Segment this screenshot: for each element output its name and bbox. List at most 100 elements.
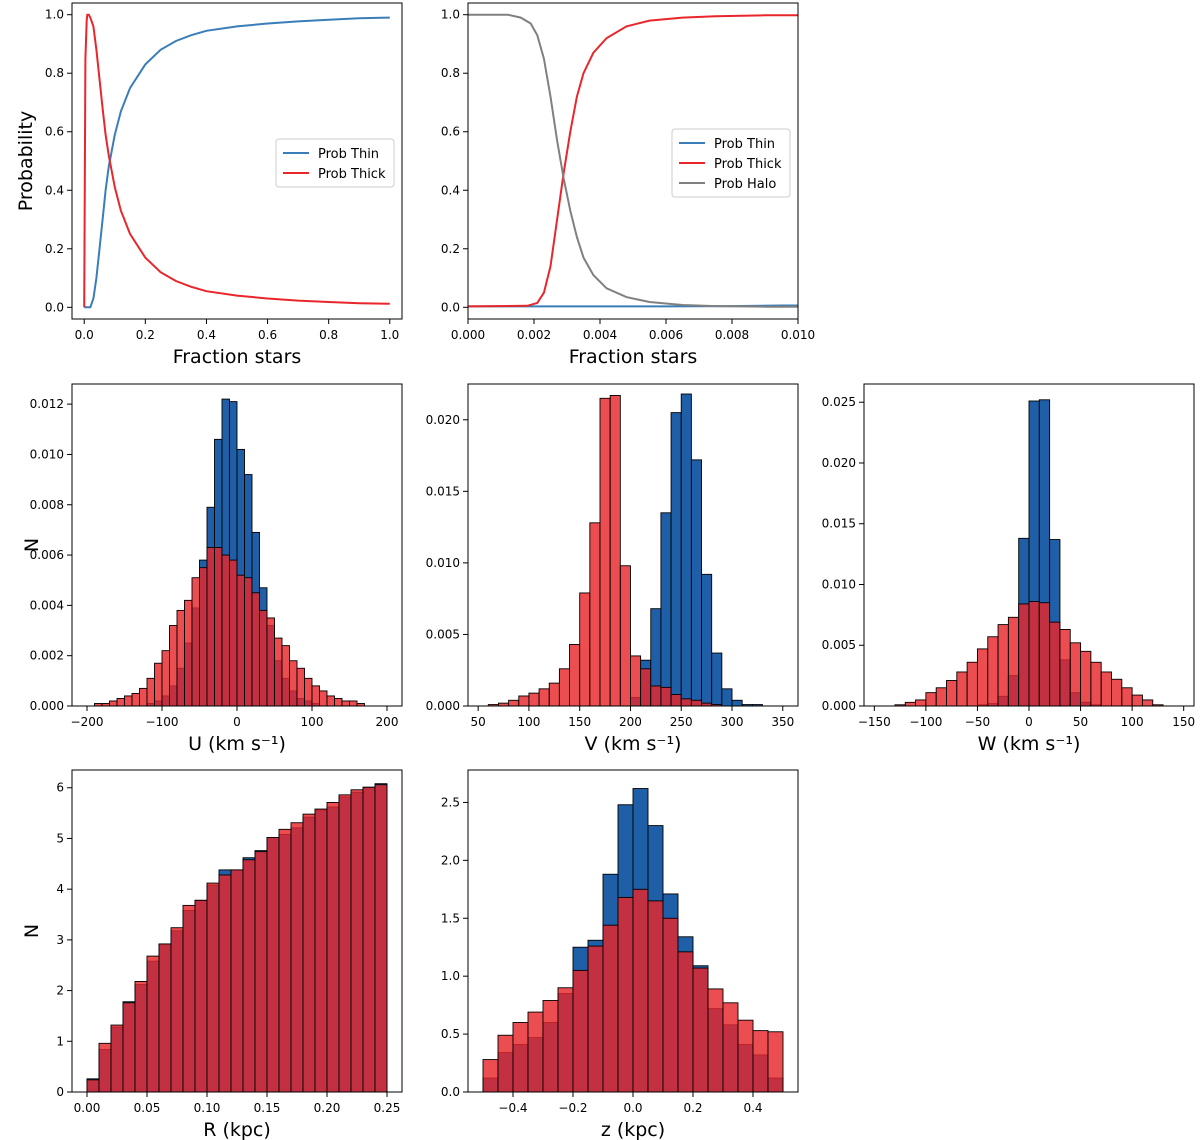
y-tick-label: 0.2 — [441, 242, 460, 256]
bar-thin — [731, 699, 743, 706]
bar-thick — [304, 677, 313, 706]
y-tick-label: 0.4 — [441, 183, 460, 197]
y-tick-label: 0.010 — [426, 556, 460, 570]
y-tick-label: 3 — [56, 933, 64, 947]
bar-thick — [319, 690, 328, 706]
legend-label: Prob Halo — [714, 177, 776, 192]
bar-thick — [737, 1019, 754, 1092]
bar-thick — [86, 1079, 100, 1092]
x-tick-label: 300 — [721, 715, 744, 729]
chart-p7: −0.4 −0.2 0.0 0.2 0.4 0.0 0.5 1.0 1.5 2.0 2.5 z (kp… — [441, 769, 799, 1140]
bar-thick — [146, 955, 160, 1092]
x-tick-label: 0.4 — [197, 328, 216, 342]
bar-thick — [925, 692, 937, 706]
bar-thick — [266, 836, 280, 1092]
bar-thick — [1007, 616, 1020, 706]
y-tick-label: 0.006 — [30, 548, 64, 562]
bar-thick — [229, 559, 238, 706]
bar-thick — [527, 1011, 544, 1092]
bar-thick — [587, 945, 604, 1092]
bar-thick — [184, 599, 193, 706]
bar-thin — [751, 704, 763, 706]
bar-thick — [752, 1030, 769, 1092]
bar-thin — [701, 573, 713, 706]
bar-thick — [602, 924, 619, 1092]
y-tick-label: 2 — [56, 984, 64, 998]
bar-thick — [956, 671, 968, 706]
bar-thick — [221, 554, 230, 706]
x-axis-label: V (km s⁻¹) — [585, 733, 682, 755]
bar-thick — [214, 547, 223, 706]
bar-thick — [296, 667, 305, 706]
bar-thick — [122, 1002, 136, 1092]
bar-thick — [572, 969, 589, 1092]
y-tick-label: 5 — [56, 831, 64, 845]
series-prob-thick — [83, 13, 390, 308]
bar-thick — [1111, 678, 1123, 706]
x-tick-label: 50 — [471, 715, 486, 729]
bar-thick — [124, 695, 133, 706]
bar-thick — [206, 882, 220, 1092]
bar-thick — [482, 1059, 499, 1092]
y-tick-label: 0.8 — [441, 66, 460, 80]
bar-thin — [680, 393, 692, 706]
y-tick-label: 2.5 — [441, 795, 460, 809]
y-tick-label: 4 — [56, 882, 64, 896]
bar-thick — [290, 822, 304, 1092]
x-tick-label: 150 — [1172, 715, 1195, 729]
y-tick-label: 0.0 — [441, 1085, 460, 1099]
bar-thick — [244, 577, 253, 706]
bar-thick — [338, 794, 352, 1092]
y-tick-label: 0.6 — [441, 125, 460, 139]
x-tick-label: −50 — [965, 715, 990, 729]
y-tick-label: 0.002 — [30, 649, 64, 663]
x-axis-label: R (kpc) — [203, 1119, 271, 1140]
bar-thick — [259, 609, 268, 706]
x-tick-label: 0.0 — [75, 328, 94, 342]
bar-thick — [169, 625, 178, 706]
y-tick-label: 0 — [56, 1085, 64, 1099]
bar-thick — [528, 692, 540, 706]
bar-thick — [497, 1034, 514, 1092]
x-axis-label: W (km s⁻¹) — [978, 733, 1081, 755]
bar-thick — [274, 637, 283, 706]
x-tick-label: 0.10 — [194, 1101, 221, 1115]
bar-thick — [538, 688, 550, 706]
y-axis-label: Probability — [15, 111, 37, 211]
bar-thick — [997, 624, 1009, 706]
bar-thick — [374, 784, 388, 1092]
y-tick-label: 0.000 — [822, 699, 856, 713]
bar-thick — [218, 874, 232, 1092]
bar-thick — [182, 904, 196, 1092]
bar-thick — [650, 685, 662, 706]
y-tick-label: 0.4 — [45, 183, 64, 197]
x-tick-label: 200 — [376, 715, 399, 729]
y-tick-label: 0.025 — [822, 395, 856, 409]
x-axis-label: U (km s⁻¹) — [188, 733, 286, 755]
x-tick-label: 150 — [568, 715, 591, 729]
bar-thick — [139, 687, 148, 706]
bar-thick — [289, 660, 298, 706]
y-tick-label: 0.0 — [441, 300, 460, 314]
bar-thin — [660, 512, 672, 706]
y-tick-label: 0.010 — [822, 577, 856, 591]
y-tick-label: 0.015 — [822, 517, 856, 531]
plot-area — [94, 398, 365, 706]
x-tick-label: 0.004 — [583, 328, 617, 342]
bar-thick — [1069, 642, 1082, 706]
bar-thick — [569, 644, 581, 706]
bar-thick — [557, 987, 574, 1092]
y-tick-label: 0.8 — [45, 66, 64, 80]
bar-thick — [326, 695, 335, 706]
x-tick-label: −100 — [146, 715, 179, 729]
bar-thick — [677, 951, 694, 1092]
y-tick-label: 0.008 — [30, 498, 64, 512]
x-tick-label: 1.0 — [380, 328, 399, 342]
y-axis-label: N — [21, 538, 43, 552]
bar-thick — [362, 786, 376, 1092]
bar-thick — [915, 699, 927, 706]
x-tick-label: −0.2 — [558, 1101, 587, 1115]
bar-thick — [278, 828, 292, 1092]
bar-thick — [349, 700, 358, 706]
y-tick-label: 0.0 — [45, 300, 64, 314]
